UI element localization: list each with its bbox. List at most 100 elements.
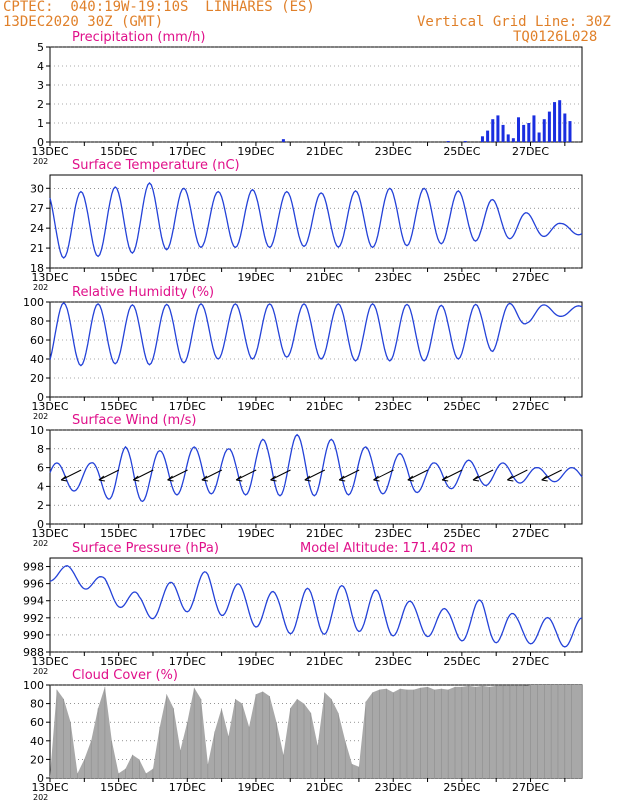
header-grid-note: Vertical Grid Line: 30Z — [417, 14, 611, 30]
wind-arrow — [507, 469, 528, 481]
series-line-rh — [49, 302, 583, 367]
precip-bar — [527, 123, 531, 142]
y-tick-label: 4 — [37, 60, 44, 73]
x-tick-label: 17DEC — [169, 271, 206, 284]
x-tick-label: 13DEC — [31, 655, 68, 668]
panel-frame-rh — [49, 301, 583, 398]
x-tick-label: 13DEC — [31, 781, 68, 794]
x-tick-label: 15DEC — [100, 655, 137, 668]
panel-title-pressure: Surface Pressure (hPa) — [72, 541, 219, 556]
x-tick-label: 19DEC — [237, 527, 274, 540]
y-tick-label: 0 — [37, 391, 44, 404]
y-tick-label: 60 — [30, 334, 44, 347]
panel-frame-temp — [49, 174, 583, 269]
precip-bar — [553, 102, 557, 142]
y-tick-label: 4 — [37, 480, 44, 493]
x-tick-label: 27DEC — [512, 400, 549, 413]
y-tick-label: 18 — [30, 262, 44, 275]
series-line-pressure — [49, 565, 583, 648]
precip-bar — [517, 117, 521, 142]
x-tick-label: 27DEC — [512, 271, 549, 284]
y-tick-label: 0 — [37, 772, 44, 785]
x-tick-label: 15DEC — [100, 400, 137, 413]
precip-bar — [486, 130, 490, 142]
wind-arrow — [541, 469, 562, 481]
y-tick-label: 21 — [30, 242, 44, 255]
x-year-label: 202 — [33, 793, 48, 800]
x-tick-label: 21DEC — [306, 400, 343, 413]
wind-arrow — [235, 469, 257, 481]
y-tick-label: 20 — [30, 753, 44, 766]
y-tick-label: 2 — [37, 98, 44, 111]
precip-bar — [558, 100, 562, 142]
y-tick-label: 80 — [30, 698, 44, 711]
y-tick-label: 10 — [30, 424, 44, 437]
precip-bar — [491, 119, 495, 142]
x-tick-label: 15DEC — [100, 527, 137, 540]
x-tick-label: 21DEC — [306, 527, 343, 540]
x-tick-label: 17DEC — [169, 400, 206, 413]
x-tick-label: 17DEC — [169, 655, 206, 668]
panel-title-rh: Relative Humidity (%) — [72, 285, 214, 300]
y-tick-label: 60 — [30, 716, 44, 729]
cloud-cover-area — [50, 685, 582, 778]
y-tick-label: 996 — [23, 578, 44, 591]
wind-arrow — [407, 469, 429, 481]
x-tick-label: 13DEC — [31, 527, 68, 540]
x-year-label: 202 — [33, 667, 48, 676]
x-tick-label: 23DEC — [375, 271, 412, 284]
wind-arrow — [167, 469, 188, 481]
wind-arrow-head — [472, 475, 480, 482]
wind-arrow — [133, 469, 154, 481]
panel-title-cloud: Cloud Cover (%) — [72, 668, 178, 683]
x-tick-label: 23DEC — [375, 655, 412, 668]
x-tick-label: 25DEC — [443, 271, 480, 284]
y-tick-label: 6 — [37, 462, 44, 475]
y-tick-label: 5 — [37, 41, 44, 54]
precip-bar — [506, 134, 510, 142]
panel-annotation-pressure: Model Altitude: 171.402 m — [300, 541, 473, 556]
header-code: TQ0126L028 — [513, 29, 598, 45]
x-tick-label: 25DEC — [443, 400, 480, 413]
x-tick-label: 17DEC — [169, 527, 206, 540]
x-tick-label: 13DEC — [31, 400, 68, 413]
x-tick-label: 21DEC — [306, 781, 343, 794]
precip-bar — [532, 115, 536, 142]
x-tick-label: 19DEC — [237, 145, 274, 158]
series-line-temp — [49, 182, 583, 259]
x-year-label: 202 — [33, 539, 48, 548]
wind-arrow-head — [441, 475, 449, 482]
wind-arrow-head — [132, 475, 140, 482]
x-tick-label: 25DEC — [443, 655, 480, 668]
x-year-label: 202 — [33, 412, 48, 421]
y-tick-label: 80 — [30, 315, 44, 328]
y-tick-label: 994 — [23, 595, 44, 608]
y-tick-label: 990 — [23, 629, 44, 642]
x-tick-label: 19DEC — [237, 271, 274, 284]
y-tick-label: 2 — [37, 499, 44, 512]
x-tick-label: 15DEC — [100, 781, 137, 794]
precip-bar — [496, 115, 500, 142]
x-tick-label: 21DEC — [306, 271, 343, 284]
precip-bar — [563, 113, 567, 142]
y-tick-label: 20 — [30, 372, 44, 385]
precip-bar — [501, 124, 505, 142]
wind-arrow — [60, 469, 82, 481]
x-tick-label: 23DEC — [375, 145, 412, 158]
panel-frame-wind — [49, 429, 583, 525]
y-tick-label: 30 — [30, 182, 44, 195]
x-tick-label: 23DEC — [375, 400, 412, 413]
y-tick-label: 988 — [23, 646, 44, 659]
panel-frame-precip — [49, 46, 583, 143]
x-year-label: 202 — [33, 157, 48, 166]
precip-bar — [522, 124, 526, 142]
wind-arrow — [373, 469, 394, 481]
wind-arrow — [201, 469, 223, 481]
x-tick-label: 17DEC — [169, 781, 206, 794]
y-tick-label: 40 — [30, 353, 44, 366]
x-year-label: 202 — [33, 283, 48, 292]
x-tick-label: 27DEC — [512, 781, 549, 794]
y-tick-label: 27 — [30, 202, 44, 215]
header-station: CPTEC: 040:19W-19:10S LINHARES (ES) — [3, 0, 315, 15]
